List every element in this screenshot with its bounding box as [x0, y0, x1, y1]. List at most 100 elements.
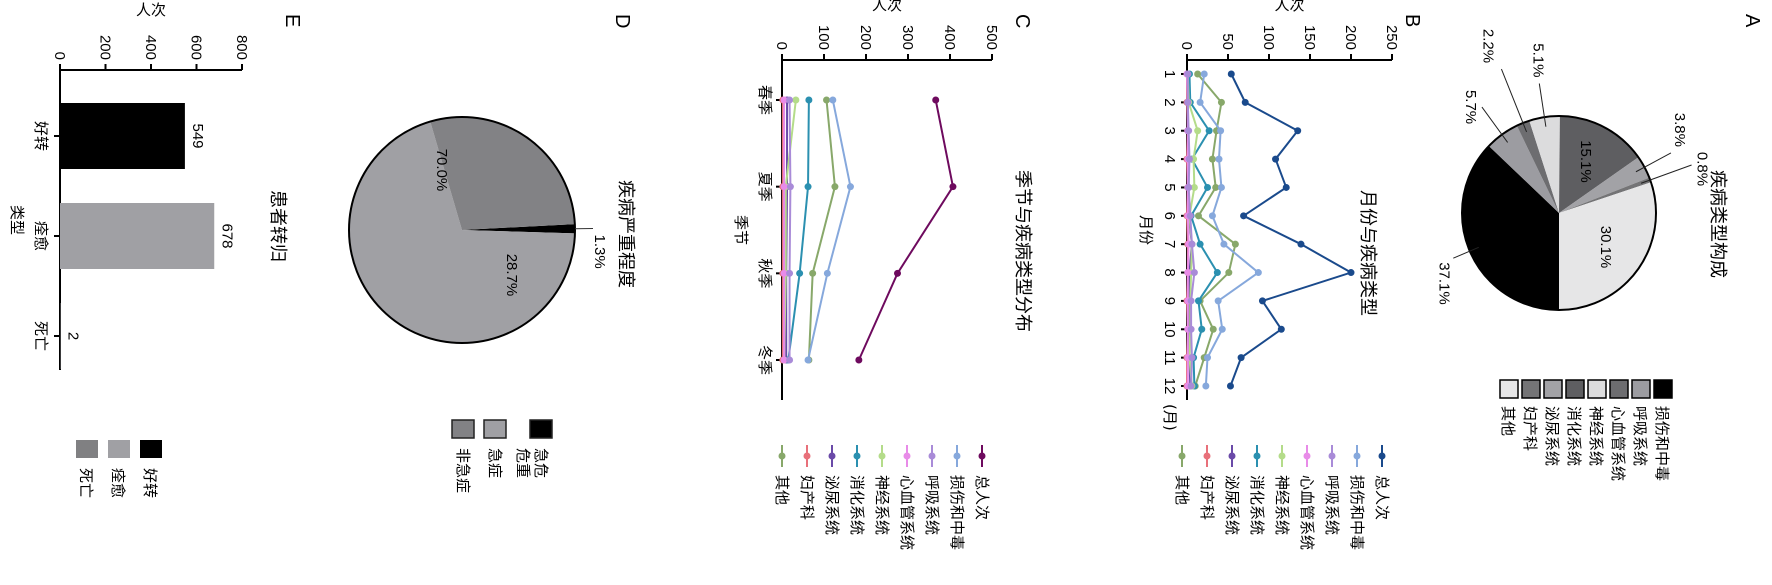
series-8-point-1 [1217, 98, 1225, 106]
series-1-point-6 [1220, 240, 1228, 248]
a-legend-label-4: 消化系统 [1565, 406, 1583, 466]
x-tick-label-2: 死亡 [32, 321, 50, 351]
x-axis-label: 月份 [1137, 215, 1155, 245]
bar-0 [60, 103, 185, 169]
series-1-point-2 [1217, 127, 1225, 135]
series-1-point-3 [1215, 155, 1223, 163]
y-axis-label: 人次 [872, 0, 902, 14]
series-1-point-0 [829, 96, 837, 104]
a-leader-0 [1453, 246, 1479, 259]
a-leader-2 [1500, 68, 1528, 133]
legend-label-0: 总人次 [973, 475, 991, 520]
x-tick-label-1: 2 [1161, 98, 1178, 106]
a-legend-swatch-6 [1521, 379, 1541, 399]
a-label-6: 0.8% [1694, 152, 1711, 186]
d-legend-swatch-1 [483, 419, 507, 439]
series-0-point-2 [894, 269, 901, 277]
a-legend-swatch-2 [1609, 379, 1629, 399]
a-legend-label-6: 妇产科 [1521, 406, 1539, 451]
series-3-point-7 [1184, 269, 1192, 277]
series-line-5 [1188, 73, 1219, 387]
series-2-point-7 [1190, 269, 1198, 277]
x-tick-label-2: 秋季 [756, 258, 774, 288]
a-legend-label-7: 其他 [1499, 406, 1517, 436]
legend-marker-2 [1328, 452, 1336, 460]
series-2-point-1 [1184, 98, 1192, 106]
a-leader-6 [1640, 164, 1692, 184]
series-5-point-1 [804, 183, 812, 191]
legend-marker-7 [1203, 452, 1211, 460]
a-legend-swatch-0 [1653, 379, 1673, 399]
a-label-7: 30.1% [1597, 226, 1614, 269]
series-1-point-1 [846, 183, 854, 191]
series-2-point-4 [1185, 183, 1193, 191]
series-4-point-4 [1190, 183, 1198, 191]
panel-letter-b: B [1401, 14, 1423, 27]
series-0-point-3 [1272, 155, 1280, 163]
a-label-3: 5.1% [1529, 43, 1546, 77]
e-legend-label-2: 死亡 [77, 468, 95, 498]
bar-data-label-0: 549 [189, 123, 206, 148]
x-tick-label-4: 5 [1161, 183, 1178, 191]
legend-marker-6 [828, 452, 836, 460]
legend-label-2: 呼吸系统 [923, 475, 941, 535]
a-slice-6 [1559, 177, 1652, 213]
legend-label-6: 泌尿系统 [1223, 475, 1241, 535]
x-tick-label-1: 夏季 [756, 172, 774, 202]
chart-title: 月份与疾病类型 [1357, 190, 1378, 316]
series-line-1 [807, 99, 852, 361]
a-slice-0 [1462, 145, 1559, 310]
series-2-point-0 [786, 96, 794, 104]
legend-marker-2 [928, 452, 936, 460]
series-1-point-8 [1214, 297, 1222, 305]
series-1-point-9 [1218, 325, 1226, 333]
y-tick-label-200: 200 [97, 35, 114, 60]
legend-marker-4 [1278, 452, 1286, 460]
series-3-point-1 [780, 183, 788, 191]
a-legend-label-5: 泌尿系统 [1543, 406, 1561, 466]
y-tick-label-400: 400 [142, 35, 159, 60]
legend-marker-8 [778, 452, 786, 460]
series-line-2 [788, 99, 792, 360]
y-tick-label-100: 100 [815, 25, 832, 50]
e-legend-label-1: 痊愈 [109, 468, 127, 498]
y-tick-label-300: 300 [899, 25, 916, 50]
d-legend-label-0-0: 急危 [532, 448, 550, 478]
x-tick-label-6: 7 [1161, 240, 1178, 248]
d-slice-2 [430, 117, 575, 230]
legend-label-3: 心血管系统 [898, 475, 916, 550]
d-label-1: 70.0% [433, 149, 450, 192]
series-line-2 [1186, 74, 1196, 387]
x-tick-label-5: 6 [1161, 212, 1178, 220]
series-8-point-0 [823, 96, 831, 104]
a-pie-outline [1461, 115, 1657, 311]
series-5-point-8 [1194, 297, 1202, 305]
series-5-point-7 [1213, 269, 1221, 277]
series-8-point-3 [1208, 155, 1216, 163]
legend-marker-4 [878, 452, 886, 460]
e-legend-swatch-0 [140, 440, 162, 458]
x-tick-label-7: 8 [1161, 268, 1178, 276]
y-tick-label-150: 150 [1301, 25, 1318, 50]
legend-marker-0 [1378, 452, 1386, 460]
legend-label-4: 神经系统 [873, 475, 891, 535]
x-tick-label-9: 10 [1161, 321, 1178, 338]
series-0-point-3 [855, 356, 863, 364]
a-legend-label-2: 心血管系统 [1609, 406, 1627, 481]
a-label-2: 2.2% [1479, 29, 1496, 63]
series-8-point-5 [1194, 212, 1202, 220]
series-line-8 [807, 99, 836, 361]
series-0-point-0 [1227, 70, 1235, 78]
y-tick-label-0: 0 [51, 52, 68, 60]
series-2-point-6 [1188, 240, 1196, 248]
bar-data-label-1: 678 [218, 223, 235, 248]
panel-letter-a: A [1741, 14, 1763, 28]
legend-label-8: 其他 [1173, 475, 1191, 505]
legend-marker-3 [1303, 452, 1311, 460]
series-1-point-5 [1208, 212, 1216, 220]
panel-letter-d: D [611, 14, 633, 28]
